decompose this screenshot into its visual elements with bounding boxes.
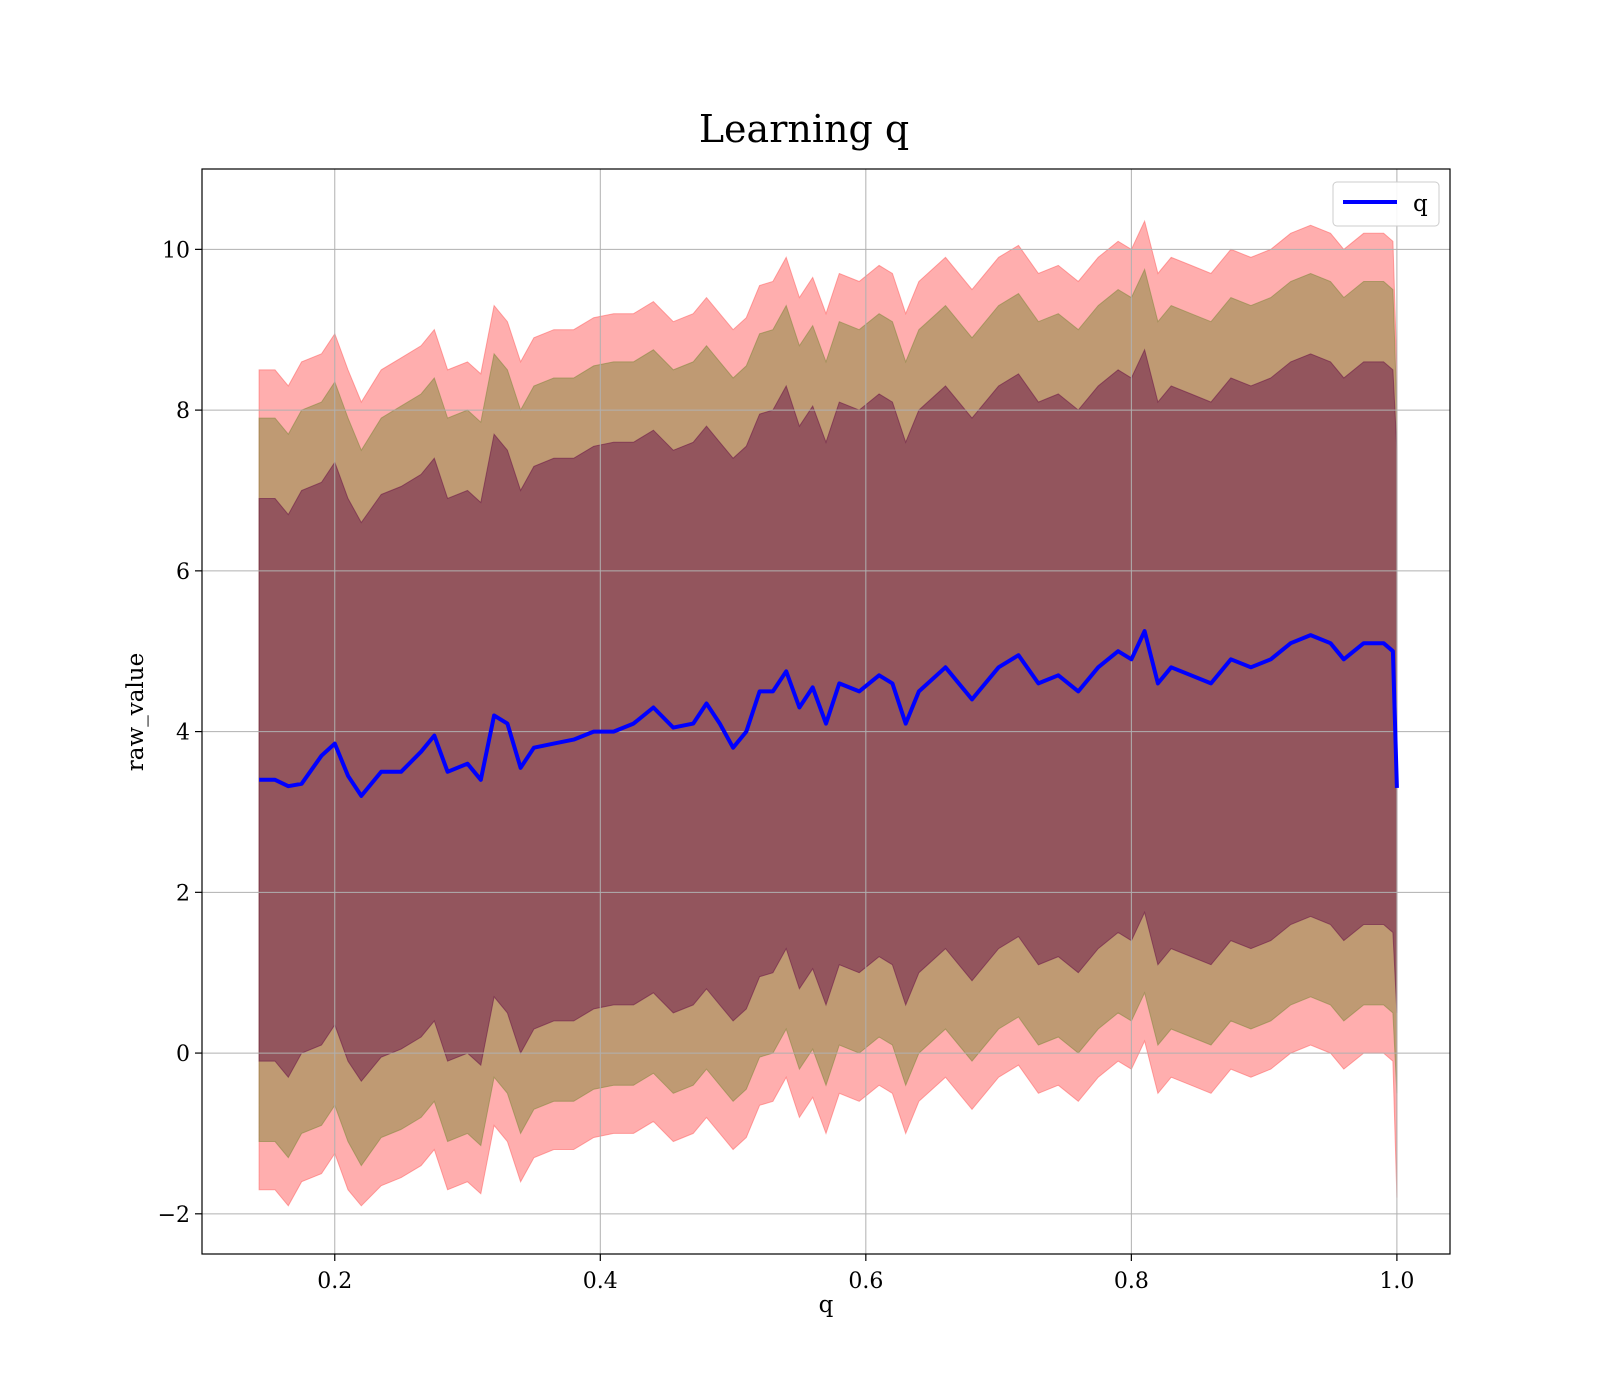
y-tick-label: 2 xyxy=(176,881,190,906)
x-tick-label: 0.2 xyxy=(317,1269,352,1294)
legend: q xyxy=(1332,181,1440,227)
y-axis-label: raw_value xyxy=(123,653,149,771)
y-tick-label: 10 xyxy=(162,238,190,263)
legend-label-q: q xyxy=(1413,191,1428,217)
y-tick-label: −2 xyxy=(158,1203,190,1228)
plot-frame xyxy=(201,168,1451,1255)
grid-lines xyxy=(202,169,1450,1254)
x-tick-label: 0.8 xyxy=(1114,1269,1149,1294)
series-lines xyxy=(259,629,1399,798)
y-tick-label: 0 xyxy=(176,1042,190,1067)
x-tick-label: 0.6 xyxy=(848,1269,883,1294)
y-tick-label: 4 xyxy=(176,721,190,746)
chart-title: Learning q xyxy=(699,107,909,151)
y-tick-label: 8 xyxy=(176,399,190,424)
y-tick-label: 6 xyxy=(176,560,190,585)
x-axis-ticks: 0.2 0.4 0.6 0.8 1.0 xyxy=(317,1254,1414,1294)
series-line-q xyxy=(259,629,1399,798)
x-tick-label: 0.4 xyxy=(583,1269,618,1294)
x-axis-label: q xyxy=(819,1292,834,1318)
y-axis-ticks: −2 0 2 4 6 8 10 xyxy=(158,238,202,1228)
x-tick-label: 1.0 xyxy=(1379,1269,1414,1294)
plot-area xyxy=(202,169,1450,1254)
